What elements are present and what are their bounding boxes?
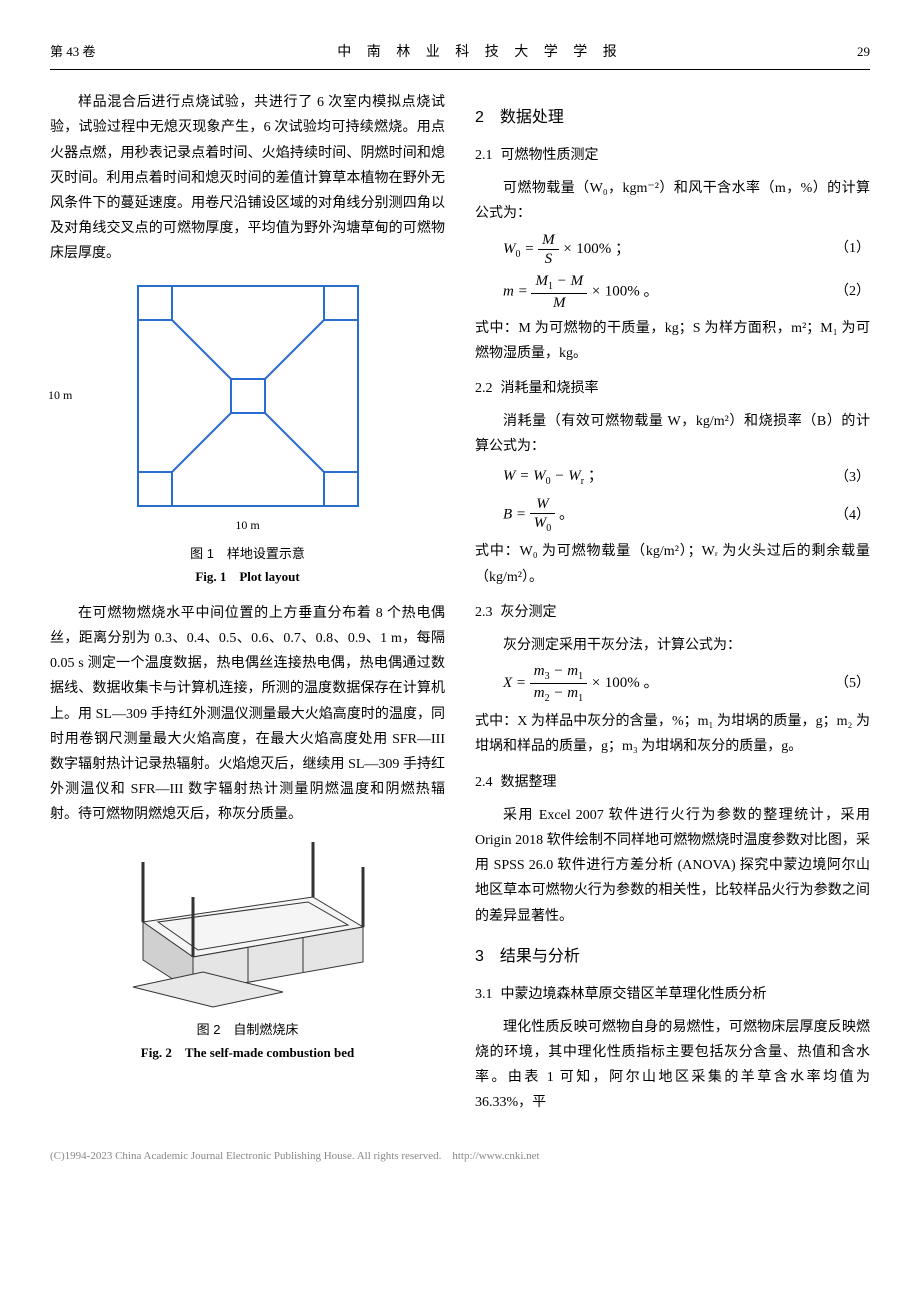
fig1-xlabel: 10 m xyxy=(50,515,445,537)
s22-para: 消耗量（有效可燃物载量 W，kg/m²）和烧损率（B）的计算公式为： xyxy=(475,409,870,459)
fig2-caption-en: Fig. 2 The self-made combustion bed xyxy=(50,1041,445,1064)
figure-2-container xyxy=(50,842,445,1012)
equation-4: B = WW0 。 （4） xyxy=(503,495,870,535)
s31-para: 理化性质反映可燃物自身的易燃性，可燃物床层厚度反映燃烧的环境，其中理化性质指标主… xyxy=(475,1015,870,1116)
left-para-1: 样品混合后进行点烧试验，共进行了 6 次室内模拟点烧试验，试验过程中无熄灭现象产… xyxy=(50,90,445,266)
journal-title: 中 南 林 业 科 技 大 学 学 报 xyxy=(150,40,810,65)
footer-copyright: (C)1994-2023 China Academic Journal Elec… xyxy=(50,1147,870,1167)
s23-desc: 式中：X 为样品中灰分的含量，%；m₁ 为坩埚的质量，g；m₂ 为坩埚和样品的质… xyxy=(475,709,870,759)
s22-desc: 式中：W₀ 为可燃物载量（kg/m²）；Wᵣ 为火头过后的剩余载量（kg/m²）… xyxy=(475,539,870,589)
subsection-2-2: 2.2消耗量和烧损率 xyxy=(475,376,870,401)
left-para-2: 在可燃物燃烧水平中间位置的上方垂直分布着 8 个热电偶丝，距离分别为 0.3、0… xyxy=(50,601,445,828)
volume-label: 第 43 卷 xyxy=(50,40,150,63)
section-3-title: 3 结果与分析 xyxy=(475,943,870,972)
s24-para: 采用 Excel 2007 软件进行火行为参数的整理统计，采用 Origin 2… xyxy=(475,803,870,929)
equation-3: W = W0 − Wr ； （3） xyxy=(503,463,870,491)
page-number: 29 xyxy=(810,40,870,63)
subsection-3-1: 3.1中蒙边境森林草原交错区羊草理化性质分析 xyxy=(475,982,870,1007)
plot-layout-diagram xyxy=(133,281,363,511)
combustion-bed-diagram xyxy=(103,842,393,1012)
fig2-caption-cn: 图 2 自制燃烧床 xyxy=(50,1018,445,1041)
fig1-ylabel: 10 m xyxy=(48,385,72,407)
section-2-title: 2 数据处理 xyxy=(475,104,870,133)
left-column: 样品混合后进行点烧试验，共进行了 6 次室内模拟点烧试验，试验过程中无熄灭现象产… xyxy=(50,90,445,1117)
subsection-2-3: 2.3灰分测定 xyxy=(475,600,870,625)
s21-desc: 式中：M 为可燃物的干质量，kg；S 为样方面积，m²；M₁ 为可燃物湿质量，k… xyxy=(475,316,870,366)
subsection-2-4: 2.4数据整理 xyxy=(475,770,870,795)
fig1-caption-en: Fig. 1 Plot layout xyxy=(50,565,445,588)
two-column-layout: 样品混合后进行点烧试验，共进行了 6 次室内模拟点烧试验，试验过程中无熄灭现象产… xyxy=(50,90,870,1117)
equation-2: m = M1 − MM × 100% 。 （2） xyxy=(503,272,870,312)
s23-para: 灰分测定采用干灰分法，计算公式为： xyxy=(475,633,870,658)
equation-5: X = m3 − m1m2 − m1 × 100% 。 （5） xyxy=(503,662,870,705)
equation-1: W0 = MS × 100% ； （1） xyxy=(503,231,870,268)
right-column: 2 数据处理 2.1可燃物性质测定 可燃物载量（W₀，kgm⁻²）和风干含水率（… xyxy=(475,90,870,1117)
subsection-2-1: 2.1可燃物性质测定 xyxy=(475,143,870,168)
fig1-caption-cn: 图 1 样地设置示意 xyxy=(50,542,445,565)
figure-1-container: 10 m xyxy=(50,281,445,511)
page-header: 第 43 卷 中 南 林 业 科 技 大 学 学 报 29 xyxy=(50,40,870,70)
s21-para: 可燃物载量（W₀，kgm⁻²）和风干含水率（m，%）的计算公式为： xyxy=(475,176,870,226)
